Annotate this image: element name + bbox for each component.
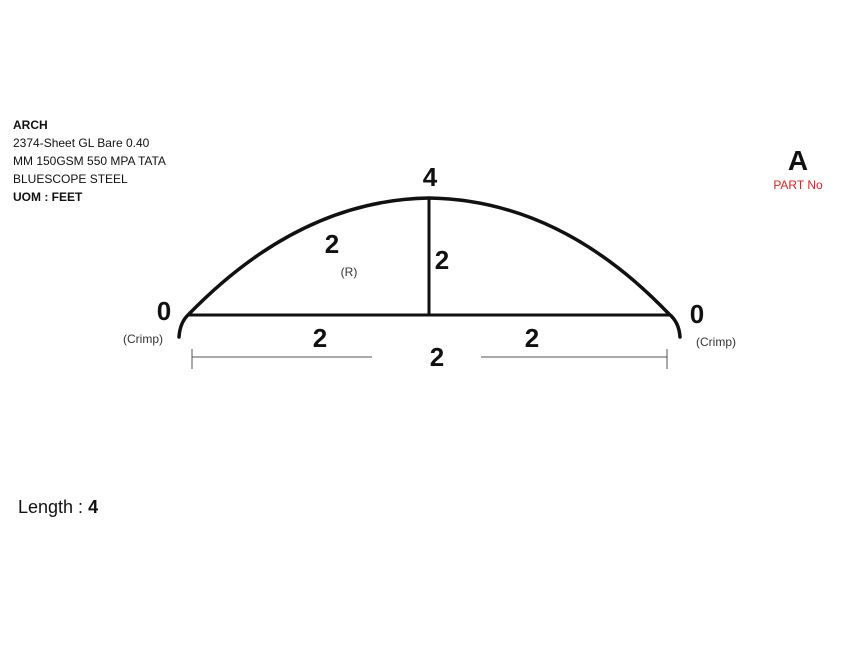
span-value: 2	[430, 342, 444, 372]
radius-value: 2	[325, 229, 339, 259]
height-value: 2	[435, 245, 449, 275]
spec-line-2: MM 150GSM 550 MPA TATA	[13, 154, 166, 168]
part-label: PART No	[773, 178, 823, 192]
part-block: A PART No	[762, 145, 834, 193]
spec-line-1: 2374-Sheet GL Bare 0.40	[13, 136, 150, 150]
length-value: 4	[88, 497, 99, 517]
left-end-value: 0	[157, 296, 171, 326]
left-half-value: 2	[313, 323, 327, 353]
length-label: Length :	[18, 497, 89, 517]
left-crimp-label: (Crimp)	[123, 332, 163, 346]
spec-uom: UOM : FEET	[13, 190, 83, 204]
right-crimp-label: (Crimp)	[696, 335, 736, 349]
radius-label: (R)	[341, 265, 358, 279]
spec-block: ARCH 2374-Sheet GL Bare 0.40 MM 150GSM 5…	[13, 116, 166, 206]
spec-line-3: BLUESCOPE STEEL	[13, 172, 128, 186]
spec-title: ARCH	[13, 118, 48, 132]
right-half-value: 2	[525, 323, 539, 353]
top-label: 4	[423, 162, 438, 192]
right-end-value: 0	[690, 299, 704, 329]
length-field: Length : 4	[18, 497, 98, 518]
part-letter: A	[787, 145, 809, 176]
